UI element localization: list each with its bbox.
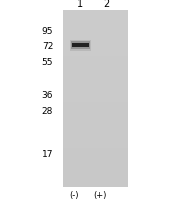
Text: 1: 1	[77, 0, 83, 9]
Text: (-): (-)	[70, 190, 79, 199]
Text: 17: 17	[42, 150, 53, 159]
Bar	[71, 42, 90, 50]
Bar	[72, 44, 89, 48]
Text: 2: 2	[103, 0, 109, 9]
Text: 28: 28	[42, 107, 53, 116]
Text: 72: 72	[42, 41, 53, 50]
Text: 36: 36	[42, 90, 53, 99]
Text: 95: 95	[42, 27, 53, 36]
Text: 55: 55	[42, 58, 53, 67]
Bar	[70, 40, 91, 51]
Text: (+): (+)	[93, 190, 107, 199]
